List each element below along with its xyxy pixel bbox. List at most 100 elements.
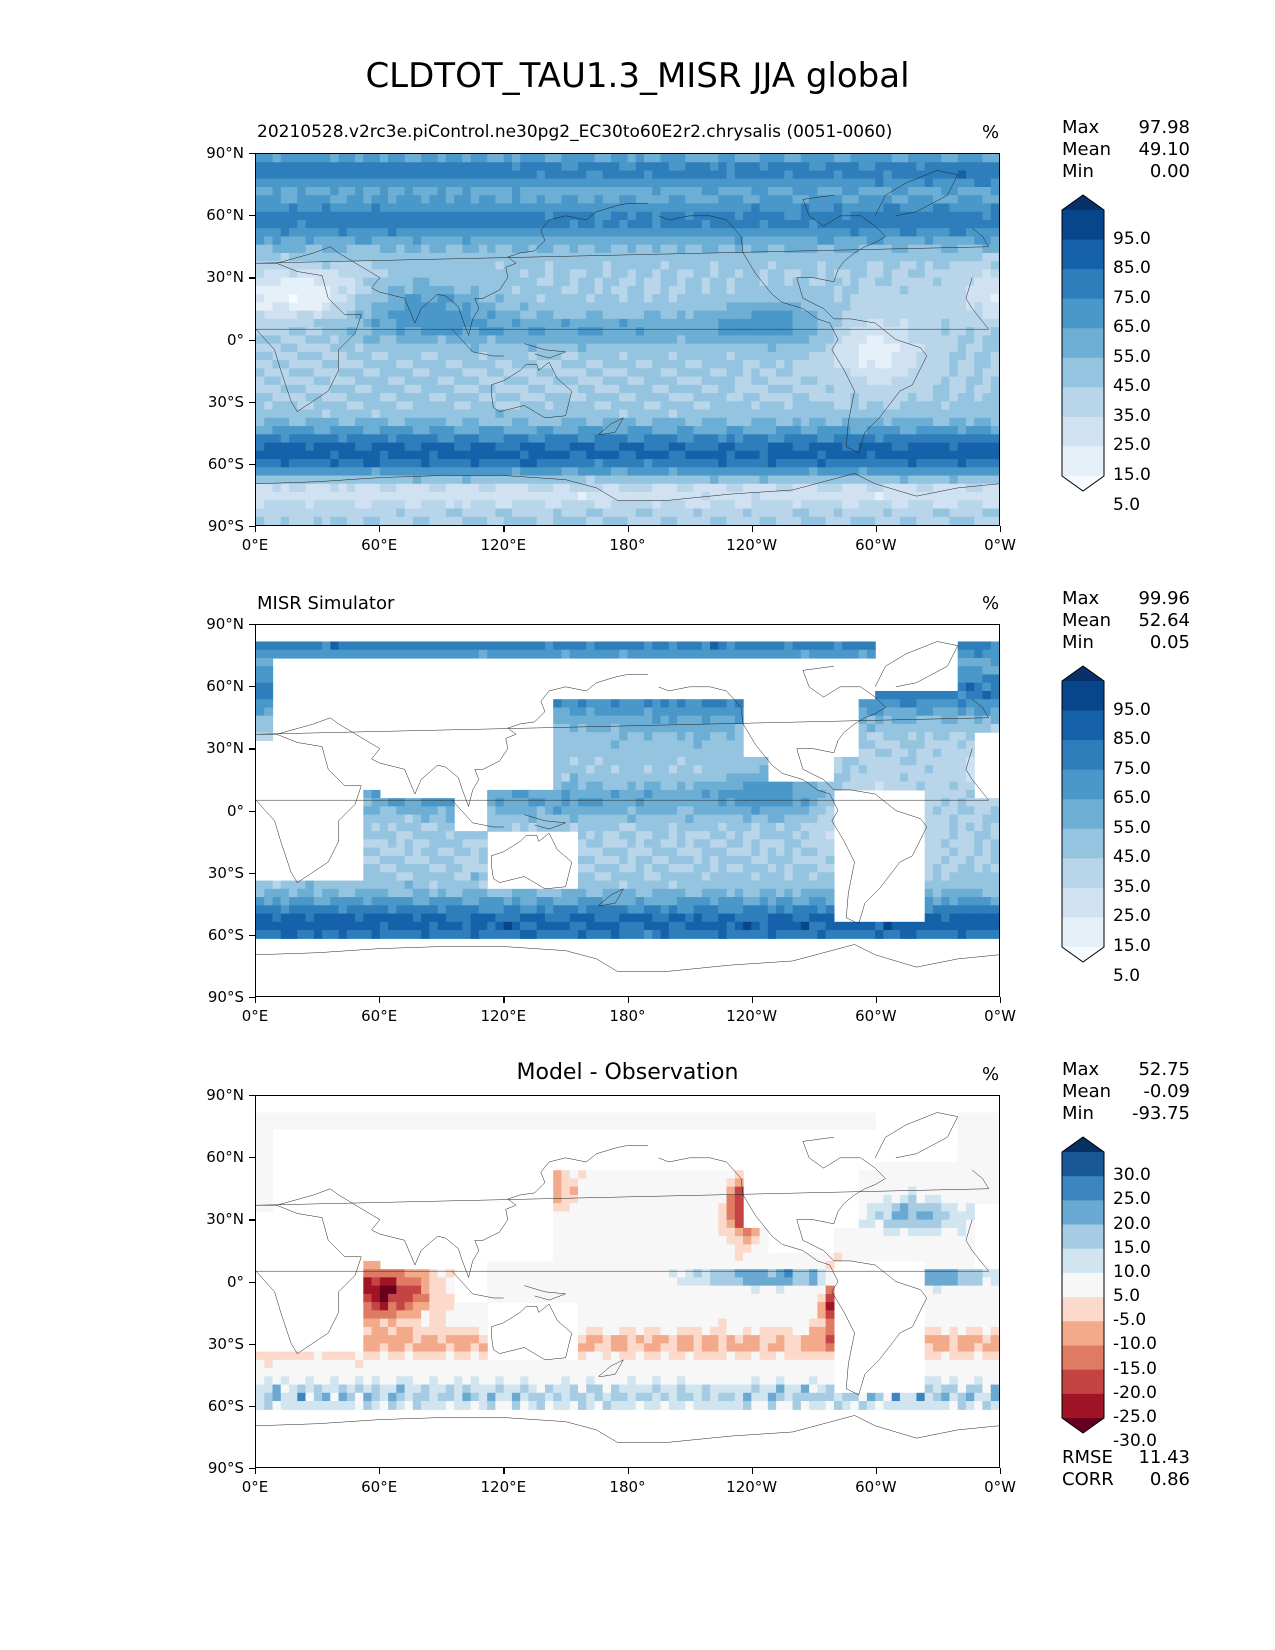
field-cell xyxy=(833,393,843,402)
field-cell xyxy=(899,368,909,378)
field-cell xyxy=(685,219,695,229)
field-cell xyxy=(974,252,984,262)
field-cell xyxy=(875,426,885,435)
field-cell xyxy=(396,798,406,807)
field-cell xyxy=(421,376,430,386)
field-cell xyxy=(264,500,274,510)
field-cell xyxy=(503,277,513,287)
field-cell xyxy=(668,806,678,816)
field-cell xyxy=(776,409,785,419)
field-cell xyxy=(908,756,918,766)
field-cell xyxy=(421,261,430,271)
field-cell xyxy=(528,649,538,659)
field-cell xyxy=(858,500,868,510)
field-cell xyxy=(652,699,662,709)
field-cell xyxy=(701,723,711,733)
field-cell xyxy=(437,483,447,493)
field-cell xyxy=(363,500,373,510)
field-cell xyxy=(652,806,662,816)
field-cell xyxy=(594,756,604,766)
field-cell xyxy=(280,302,290,312)
field-cell xyxy=(305,500,315,510)
field-cell xyxy=(891,310,901,320)
field-cell xyxy=(974,401,984,411)
field-cell xyxy=(346,294,356,304)
field-cell xyxy=(668,459,678,468)
field-cell xyxy=(363,203,373,213)
field-cell xyxy=(346,401,356,411)
field-cell xyxy=(957,343,967,353)
field-cell xyxy=(610,368,620,378)
field-cell xyxy=(974,459,984,468)
field-cell xyxy=(586,699,596,709)
colorbar-segment xyxy=(1062,328,1104,359)
field-cell xyxy=(528,335,538,345)
field-cell xyxy=(957,401,967,411)
field-cell xyxy=(685,707,695,717)
field-cell xyxy=(652,310,662,320)
field-cell xyxy=(982,798,992,807)
field-cell xyxy=(990,376,999,386)
field-cell xyxy=(965,186,975,196)
field-cell xyxy=(792,376,802,386)
field-cell xyxy=(932,393,942,402)
field-cell xyxy=(338,335,348,345)
field-cell xyxy=(470,434,480,444)
field-cell xyxy=(371,649,381,659)
field-cell xyxy=(644,302,653,312)
field-cell xyxy=(941,393,951,402)
field-cell xyxy=(990,508,999,518)
field-cell xyxy=(297,351,307,361)
field-cell xyxy=(594,641,604,651)
field-cell xyxy=(577,814,587,824)
field-cell xyxy=(388,335,397,345)
field-cell xyxy=(561,806,571,816)
field-cell xyxy=(569,162,579,172)
field-cell xyxy=(421,450,430,460)
field-cell xyxy=(586,162,596,172)
field-cell xyxy=(495,649,505,659)
field-cell xyxy=(916,327,926,336)
field-cell xyxy=(833,409,843,419)
field-cell xyxy=(809,475,818,485)
field-cell xyxy=(949,302,959,312)
field-cell xyxy=(850,426,860,435)
field-cell xyxy=(346,228,356,238)
field-cell xyxy=(784,294,794,304)
field-cell xyxy=(891,756,901,766)
field-cell xyxy=(751,417,761,427)
field-cell xyxy=(800,277,810,287)
field-cell xyxy=(825,327,835,336)
field-cell xyxy=(842,228,852,238)
field-cell xyxy=(941,294,951,304)
field-cell xyxy=(726,195,736,205)
field-cell xyxy=(965,649,975,659)
field-cell xyxy=(363,162,373,172)
field-cell xyxy=(833,162,843,172)
field-cell xyxy=(759,756,769,766)
field-cell xyxy=(941,467,951,477)
field-cell xyxy=(767,409,777,419)
field-cell xyxy=(718,641,728,651)
field-cell xyxy=(743,236,752,246)
field-cell xyxy=(371,475,381,485)
field-cell xyxy=(800,649,810,659)
field-cell xyxy=(701,335,711,345)
field-cell xyxy=(511,219,521,229)
field-cell xyxy=(668,318,678,328)
field-cell xyxy=(965,219,975,229)
field-cell xyxy=(322,318,331,328)
field-cell xyxy=(743,376,752,386)
field-cell xyxy=(858,707,868,717)
field-cell xyxy=(850,442,860,452)
field-cell xyxy=(718,236,728,246)
field-cell xyxy=(577,442,587,452)
field-cell xyxy=(916,426,926,435)
field-cell xyxy=(437,277,447,287)
field-cell xyxy=(792,450,802,460)
field-cell xyxy=(974,186,984,196)
field-cell xyxy=(421,269,430,279)
field-cell xyxy=(412,649,422,659)
field-cell xyxy=(544,384,554,394)
field-cell xyxy=(338,360,348,369)
